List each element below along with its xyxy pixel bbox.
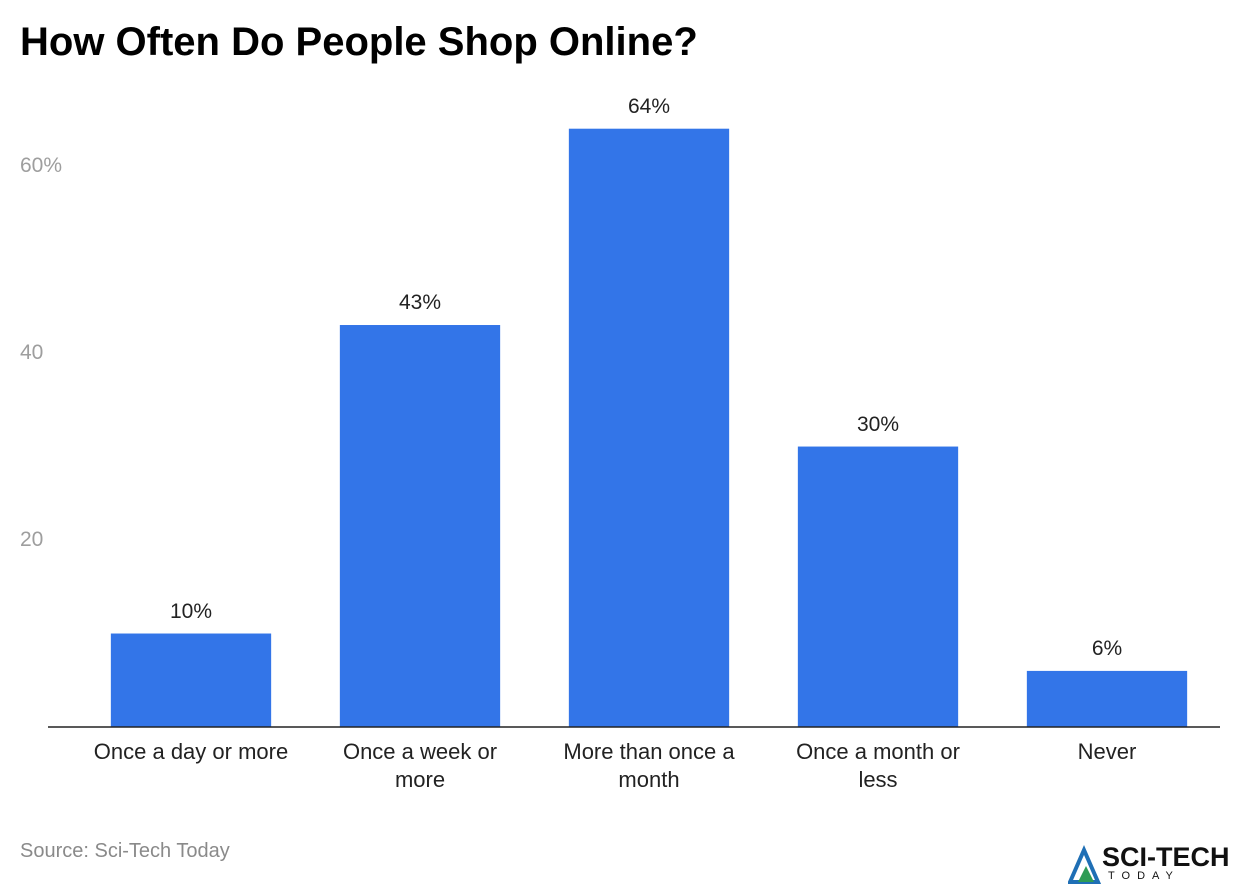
logo-tagline: TODAY	[1108, 870, 1180, 882]
x-tick-label: Once a month or less	[796, 739, 960, 792]
logo-icon	[1068, 845, 1102, 884]
x-tick-label: Once a day or more	[93, 739, 289, 764]
x-tick-label: More than once a month	[563, 739, 735, 792]
bar	[110, 633, 272, 727]
bar	[797, 446, 959, 727]
y-tick-label: 60%	[20, 154, 63, 178]
logo-name: SCI-TECH	[1102, 842, 1230, 872]
value-label: 10%	[169, 599, 213, 623]
bar	[339, 325, 501, 727]
value-label: 6%	[1091, 636, 1123, 660]
bar	[1026, 670, 1188, 727]
bar	[568, 128, 730, 728]
y-tick-label: 40	[20, 341, 44, 365]
value-label: 30%	[856, 412, 900, 436]
x-tick-label: Never	[1077, 739, 1137, 764]
source: Source: Sci-Tech Today	[20, 840, 230, 862]
chart-title: How Often Do People Shop Online?	[20, 20, 698, 64]
value-label: 64%	[627, 94, 671, 118]
x-tick-label: Once a week or more	[342, 739, 498, 792]
y-tick-label: 20	[20, 528, 44, 552]
value-label: 43%	[398, 291, 442, 314]
logo: SCI-TECH TODAY	[1068, 842, 1238, 884]
